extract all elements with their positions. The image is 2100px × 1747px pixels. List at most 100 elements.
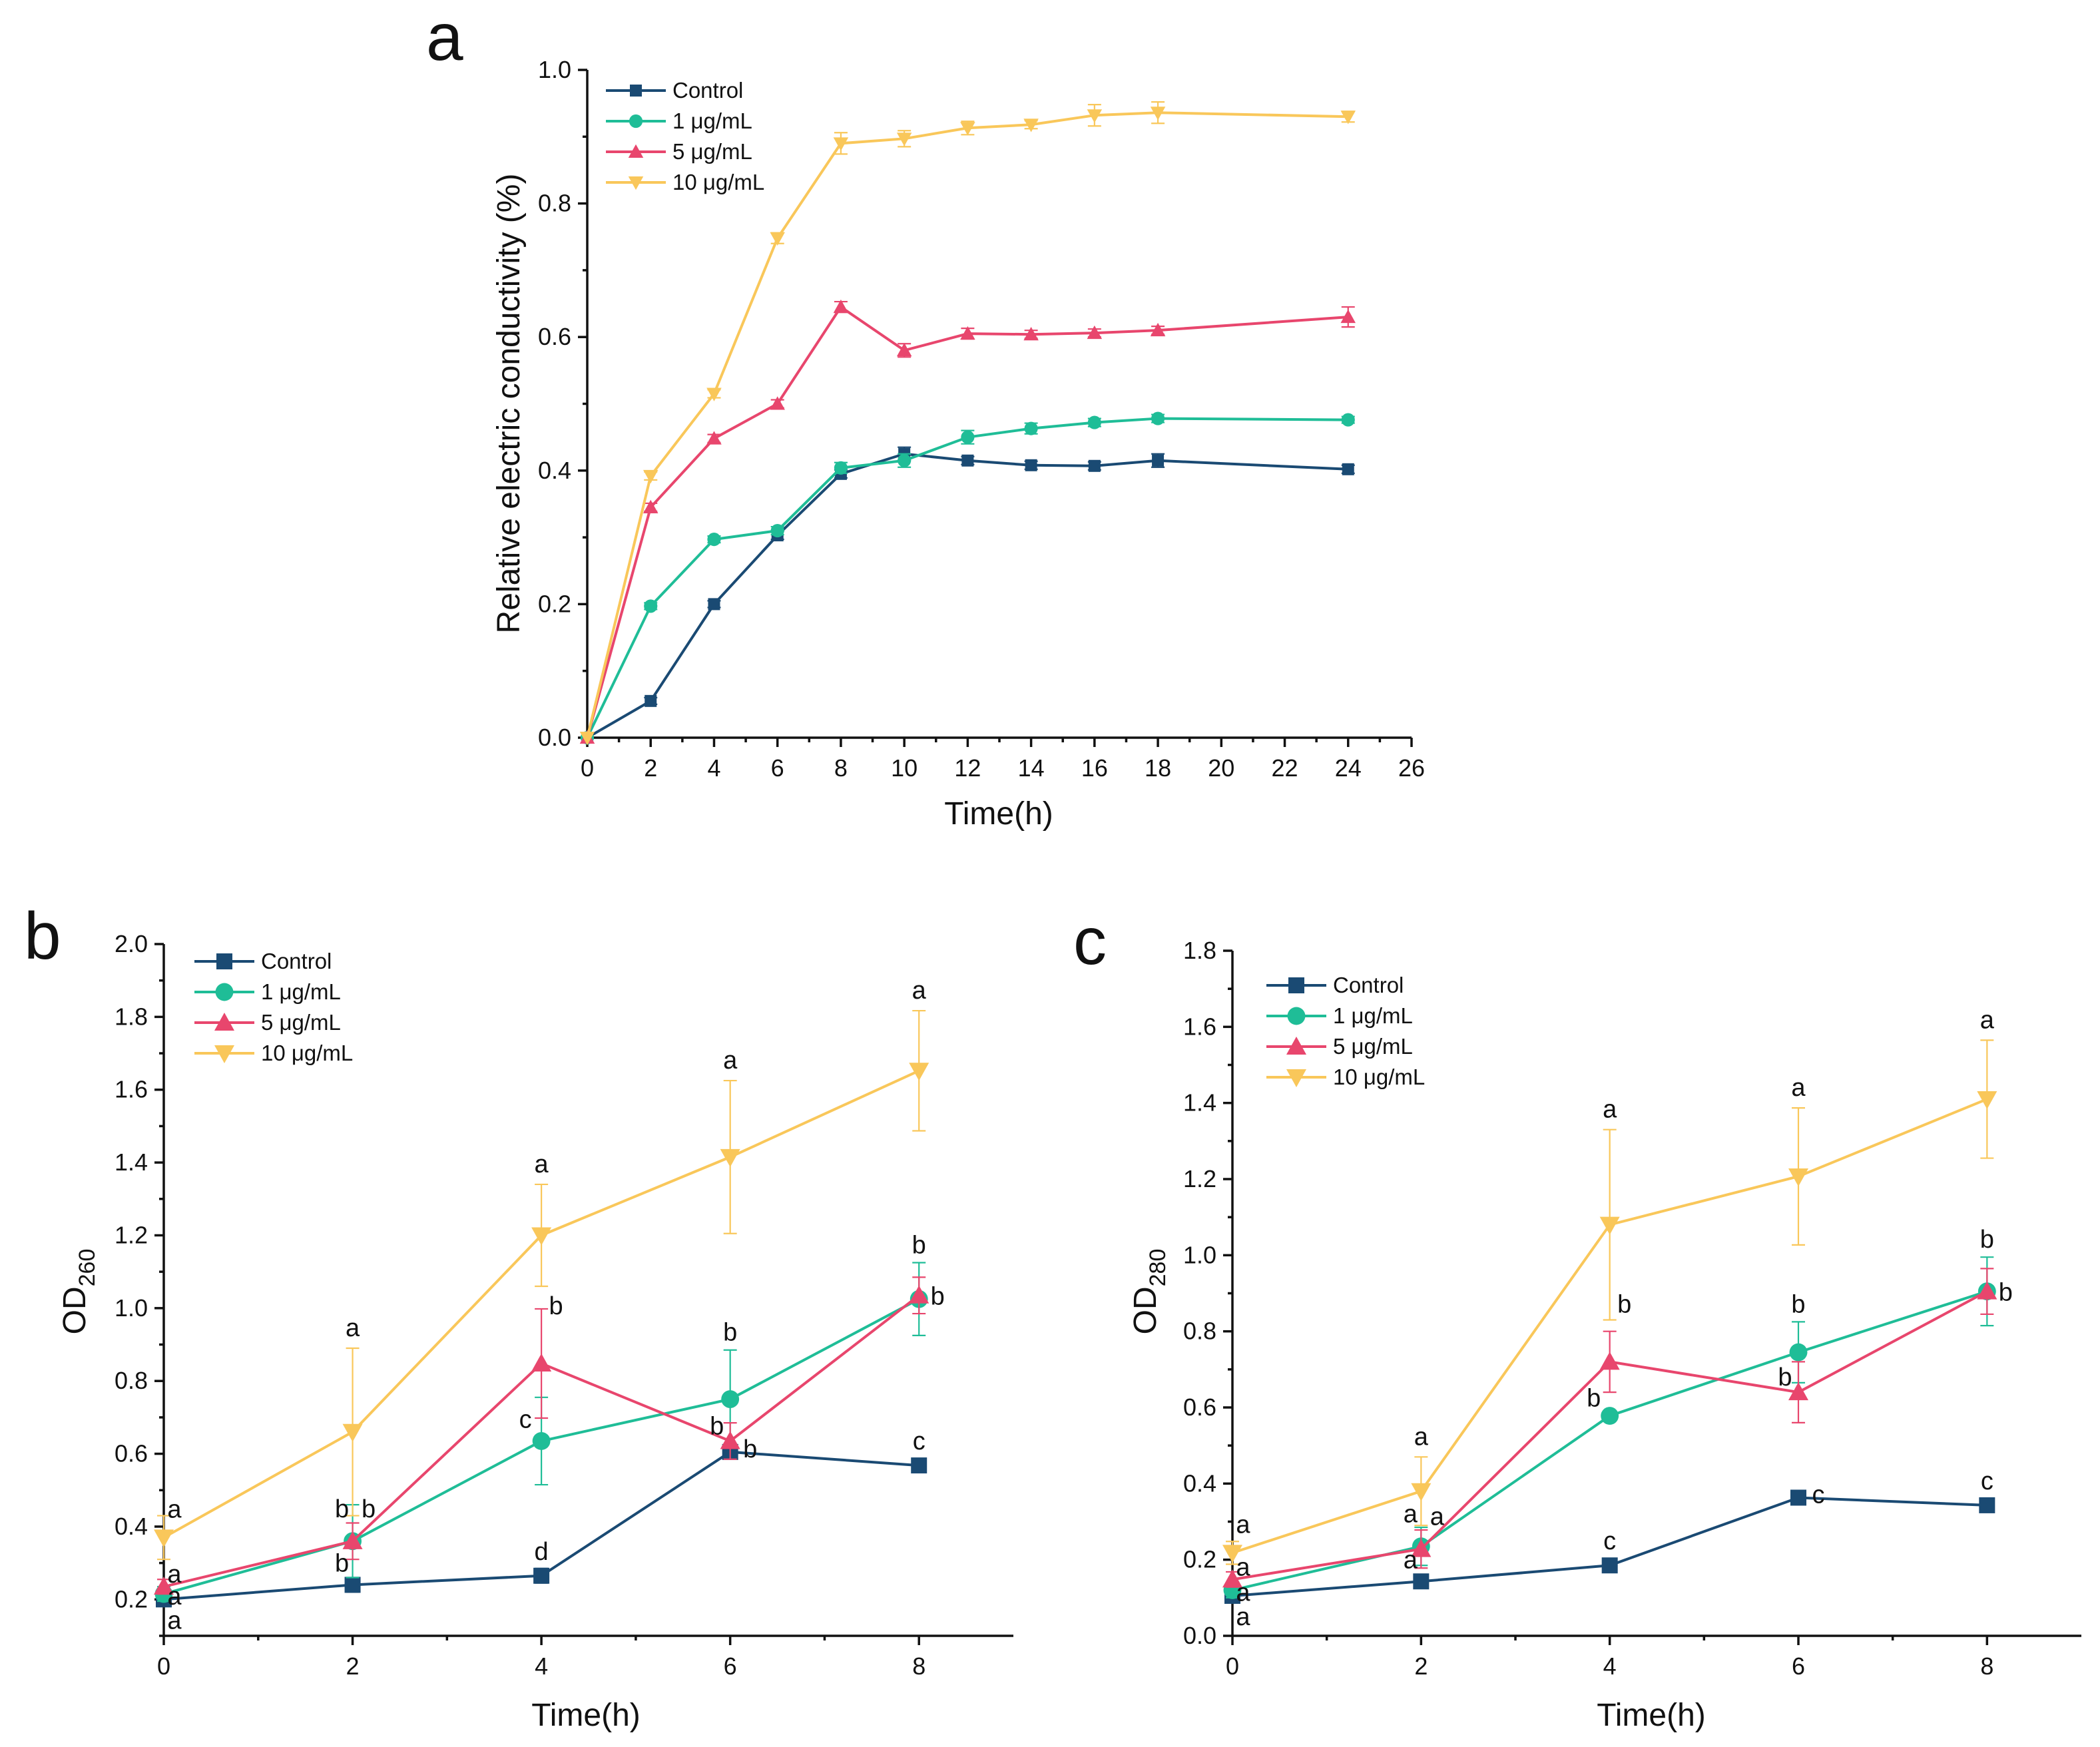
y-tick-label: 0.8	[1183, 1318, 1216, 1345]
y-tick-label: 0.6	[538, 323, 571, 350]
data-point	[896, 343, 912, 357]
y-tick-label: 1.6	[1183, 1013, 1216, 1040]
y-axis-title: OD280	[1128, 1249, 1171, 1335]
data-point	[1340, 309, 1356, 324]
significance-letter: b	[335, 1549, 349, 1577]
x-tick-label: 8	[1980, 1652, 1993, 1680]
legend-marker	[1287, 1007, 1306, 1025]
data-point	[720, 1148, 740, 1167]
data-point	[707, 533, 721, 547]
significance-letter: b	[743, 1435, 757, 1463]
y-tick-label: 0.4	[538, 457, 571, 484]
significance-letter: b	[362, 1495, 376, 1523]
data-point	[1599, 1352, 1620, 1370]
x-tick-label: 4	[707, 754, 720, 782]
x-tick-label: 2	[644, 754, 657, 782]
significance-letter: b	[710, 1412, 724, 1440]
y-tick-label: 0.6	[115, 1440, 148, 1467]
data-point	[909, 1063, 929, 1081]
data-point	[960, 122, 975, 136]
y-axis-title-main: OD	[1128, 1286, 1163, 1334]
data-point	[1413, 1573, 1430, 1590]
data-point	[1601, 1407, 1619, 1425]
series-3	[1222, 1039, 1997, 1565]
significance-letter: a	[167, 1583, 182, 1611]
data-point	[1087, 109, 1103, 123]
x-tick-label: 20	[1208, 754, 1234, 782]
data-point	[531, 1353, 552, 1372]
legend-label: Control	[1333, 973, 1404, 997]
series-line	[586, 452, 1348, 739]
significance-letter: a	[167, 1495, 182, 1523]
x-tick-label: 14	[1018, 754, 1045, 782]
y-tick-label: 0.0	[1183, 1622, 1216, 1649]
significance-letter: a	[1404, 1546, 1418, 1574]
data-point	[960, 326, 975, 340]
y-axis-title-main: OD	[57, 1286, 93, 1334]
x-tick-label: 0	[157, 1652, 170, 1680]
data-point	[834, 461, 848, 475]
data-point	[896, 132, 912, 146]
y-tick-label: 0.4	[1183, 1469, 1216, 1497]
x-axis-title: Time(h)	[531, 1698, 641, 1733]
y-axis-title-main: Relative electric conductivity (%)	[491, 174, 527, 634]
data-point	[708, 598, 720, 611]
series-line	[586, 305, 1348, 738]
significance-letter: b	[1980, 1226, 1994, 1254]
significance-letter: a	[1404, 1501, 1418, 1529]
x-tick-label: 0	[1226, 1652, 1239, 1680]
legend: Control 1 μg/mL 5 μg/mL 10 μg/mL	[606, 78, 764, 194]
data-point	[1222, 1545, 1242, 1563]
significance-letter: a	[1430, 1503, 1445, 1531]
data-point	[1222, 1569, 1242, 1588]
significance-letter: c	[913, 1427, 925, 1455]
significance-letter: a	[1791, 1074, 1806, 1102]
data-point	[1087, 415, 1101, 429]
data-point	[911, 1457, 927, 1474]
x-tick-label: 2	[346, 1652, 360, 1680]
data-point	[1977, 1091, 1997, 1109]
legend-marker	[628, 144, 644, 158]
y-tick-label: 1.0	[538, 56, 571, 83]
y-tick-label: 0.6	[1183, 1393, 1216, 1421]
x-tick-label: 22	[1272, 754, 1298, 782]
y-tick-label: 1.8	[1183, 937, 1216, 964]
panel-letter-c: c	[1073, 904, 1107, 979]
legend-label: 5 μg/mL	[261, 1010, 341, 1035]
data-point	[643, 499, 658, 513]
data-point	[154, 1529, 174, 1548]
legend-marker	[1288, 977, 1304, 993]
data-point	[533, 1567, 550, 1584]
data-point	[770, 396, 785, 410]
significance-letter: c	[1812, 1481, 1825, 1509]
data-point	[770, 523, 784, 538]
data-point	[579, 732, 595, 746]
data-point	[1341, 413, 1355, 427]
x-tick-label: 18	[1145, 754, 1171, 782]
significance-letter: b	[912, 1231, 926, 1259]
significance-letter: a	[535, 1150, 549, 1178]
significance-letter: a	[1236, 1511, 1250, 1539]
x-tick-label: 24	[1335, 754, 1362, 782]
legend-label: 5 μg/mL	[672, 139, 752, 164]
significance-letter: b	[1791, 1290, 1805, 1318]
y-axis-title-subscript: 280	[1145, 1249, 1171, 1287]
data-point	[1411, 1483, 1432, 1501]
data-point	[1023, 326, 1039, 341]
y-tick-label: 2.0	[115, 930, 148, 957]
y-tick-label: 1.2	[1183, 1165, 1216, 1192]
data-point	[833, 299, 849, 314]
data-point	[1151, 411, 1165, 425]
data-point	[721, 1390, 740, 1408]
y-tick-label: 1.6	[115, 1076, 148, 1103]
significance-letter: b	[1778, 1364, 1792, 1391]
significance-letter: b	[335, 1495, 349, 1523]
x-tick-label: 8	[912, 1652, 925, 1680]
data-point	[706, 431, 722, 445]
data-point	[1979, 1497, 1995, 1513]
data-point	[720, 1431, 740, 1449]
y-tick-label: 0.4	[115, 1513, 148, 1540]
data-point	[1088, 459, 1101, 472]
legend-marker	[1286, 1037, 1306, 1055]
chart-panel-a: a0.00.20.40.60.81.00 2 4 6 8 10 12 14 16 18 20 22 24…	[426, 0, 1425, 832]
